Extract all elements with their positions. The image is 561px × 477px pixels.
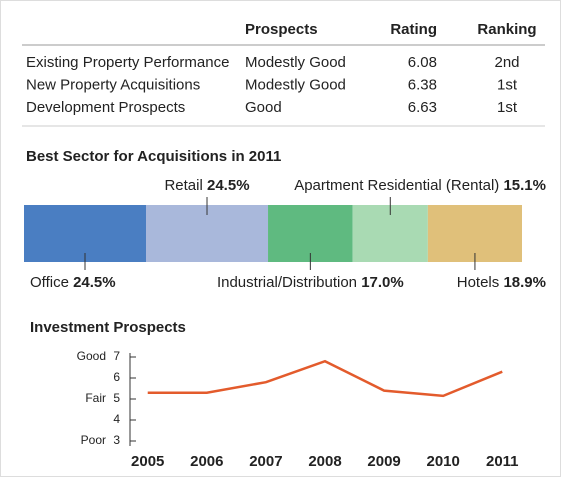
y-level-label: Poor xyxy=(81,433,106,447)
column-header: Prospects xyxy=(245,21,318,38)
legend-name: Industrial/Distribution xyxy=(217,274,357,291)
row-label: New Property Acquisitions xyxy=(26,76,200,93)
cell: 6.08 xyxy=(408,54,437,71)
cell: 6.38 xyxy=(408,76,437,93)
cell: 1st xyxy=(497,99,518,116)
segment-label: Industrial/Distribution 17.0% xyxy=(217,274,404,291)
bar-segment xyxy=(24,205,147,262)
legend-name: Retail xyxy=(164,177,202,194)
cell: 1st xyxy=(497,76,518,93)
legend-name: Apartment Residential (Rental) xyxy=(294,177,499,194)
value-label: 15.1% xyxy=(503,177,546,194)
chart-title: Best Sector for Acquisitions in 2011 xyxy=(26,148,281,165)
y-tick-label: 5 xyxy=(113,391,120,405)
segment-label: Retail 24.5% xyxy=(164,177,249,194)
cell: 6.63 xyxy=(408,99,437,116)
bar-segment xyxy=(268,205,353,262)
column-header: Rating xyxy=(390,21,437,38)
segment-label: Apartment Residential (Rental) 15.1% xyxy=(294,177,546,194)
value-label: 24.5% xyxy=(73,274,116,291)
x-tick-label: 2007 xyxy=(249,453,282,470)
segment-label: Hotels 18.9% xyxy=(457,274,546,291)
x-tick-label: 2008 xyxy=(308,453,341,470)
chart-title: Investment Prospects xyxy=(30,319,186,336)
y-tick-label: 3 xyxy=(113,433,120,447)
x-tick-label: 2009 xyxy=(367,453,400,470)
y-tick-label: 7 xyxy=(113,349,120,363)
y-tick-label: 4 xyxy=(113,412,120,426)
y-level-label: Fair xyxy=(85,391,106,405)
cell: 2nd xyxy=(494,54,519,71)
x-tick-label: 2010 xyxy=(426,453,459,470)
legend-name: Hotels xyxy=(457,274,500,291)
y-level-label: Good xyxy=(77,349,106,363)
cell: Good xyxy=(245,99,282,116)
y-tick-label: 6 xyxy=(113,370,120,384)
value-label: 18.9% xyxy=(503,274,546,291)
column-header: Ranking xyxy=(477,21,536,38)
x-tick-label: 2011 xyxy=(486,453,519,470)
cell: Modestly Good xyxy=(245,76,346,93)
row-label: Existing Property Performance xyxy=(26,54,229,71)
cell: Modestly Good xyxy=(245,54,346,71)
x-tick-label: 2006 xyxy=(190,453,223,470)
legend-name: Office xyxy=(30,274,69,291)
row-label: Development Prospects xyxy=(26,99,185,116)
bar-segment xyxy=(427,205,522,262)
value-label: 17.0% xyxy=(361,274,404,291)
x-tick-label: 2005 xyxy=(131,453,164,470)
line-series xyxy=(147,359,503,398)
segment-label: Office 24.5% xyxy=(30,274,116,291)
value-label: 24.5% xyxy=(207,177,250,194)
